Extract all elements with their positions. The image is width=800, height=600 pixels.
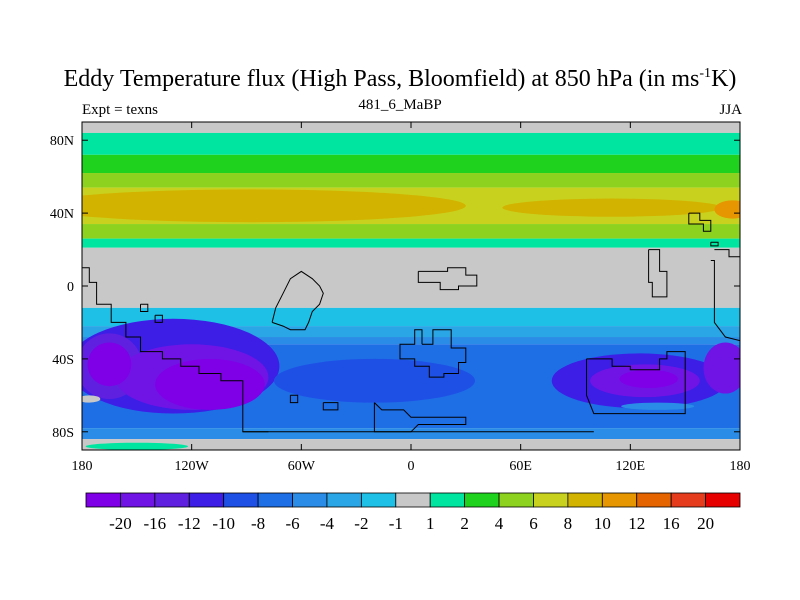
colorbar-swatch-17 <box>670 492 706 508</box>
field-band-5 <box>82 224 740 239</box>
field-band-6 <box>82 238 740 248</box>
y-tick-label: 0 <box>67 280 74 295</box>
field-contour-16 <box>85 442 189 450</box>
x-tick-label: 180 <box>72 459 93 474</box>
colorbar-swatch-13 <box>533 492 569 508</box>
x-tick-label: 0 <box>408 459 415 474</box>
colorbar-label: 1 <box>426 514 435 533</box>
y-tick-label: 80N <box>50 134 74 149</box>
colorbar-swatch-9 <box>395 492 431 508</box>
chart-subtitle: 481_6_MaBP <box>358 97 442 113</box>
x-tick-label: 60E <box>509 459 532 474</box>
colorbar-label: 20 <box>697 514 714 533</box>
coastline-0 <box>82 267 269 433</box>
colorbar-label: 12 <box>628 514 645 533</box>
field-band-3 <box>82 173 740 188</box>
colorbar-swatch-3 <box>188 492 225 508</box>
colorbar-swatch-2 <box>154 492 190 508</box>
colorbar-label: -4 <box>320 514 335 533</box>
field-band-1 <box>82 132 740 155</box>
y-tick-label: 40S <box>52 353 74 368</box>
colorbar-swatch-14 <box>567 492 603 508</box>
coastline-3 <box>271 270 324 331</box>
coastline-15 <box>710 241 719 247</box>
colorbar-label: -20 <box>109 514 132 533</box>
colorbar-swatch-10 <box>429 492 466 508</box>
season-label: JJA <box>719 102 742 118</box>
coastline-8 <box>399 329 467 378</box>
colorbar-label: 8 <box>564 514 573 533</box>
field-contour-14 <box>82 395 101 403</box>
colorbar-label: -10 <box>212 514 235 533</box>
coastline-11 <box>648 249 668 298</box>
coastline-14 <box>688 212 712 232</box>
colorbar-swatch-11 <box>464 492 500 508</box>
x-tick-label: 120E <box>616 459 646 474</box>
field-band-12 <box>82 428 740 440</box>
colorbar-label: -1 <box>389 514 403 533</box>
colorbar-label: -8 <box>251 514 265 533</box>
field-band-2 <box>82 154 740 174</box>
field-contour-15 <box>621 402 695 410</box>
field-contour-1 <box>502 198 722 217</box>
colorbar-swatch-1 <box>120 492 156 508</box>
field-contour-0 <box>82 189 466 223</box>
colorbar-swatch-6 <box>292 492 328 508</box>
chart-title: Eddy Temperature flux (High Pass, Bloomf… <box>63 66 737 92</box>
field-contour-13 <box>273 358 475 403</box>
colorbar-swatch-15 <box>601 492 638 508</box>
coastline-2 <box>154 314 163 323</box>
colorbar-label: -2 <box>354 514 368 533</box>
colorbar-label: -16 <box>144 514 167 533</box>
field-band-8 <box>82 307 740 327</box>
experiment-label: Expt = texns <box>82 102 158 118</box>
x-tick-label: 60W <box>288 459 316 474</box>
colorbar-swatch-12 <box>498 492 534 508</box>
coastline-13 <box>710 260 740 342</box>
colorbar-label: 2 <box>460 514 469 533</box>
colorbar-label: -6 <box>285 514 299 533</box>
colorbar-swatch-0 <box>85 492 121 508</box>
x-tick-label: 180 <box>730 459 751 474</box>
coastline-5 <box>322 402 339 411</box>
coastline-1 <box>140 303 149 312</box>
field-band-7 <box>82 247 740 308</box>
coastline-12 <box>714 249 740 258</box>
field-band-9 <box>82 326 740 338</box>
field-contour-11 <box>619 369 678 389</box>
colorbar-label: 16 <box>663 514 680 533</box>
coastline-4 <box>289 394 299 404</box>
coastline-10 <box>586 351 686 415</box>
colorbar-label: 6 <box>529 514 538 533</box>
y-tick-label: 80S <box>52 426 74 441</box>
coastline-9 <box>417 267 478 291</box>
colorbar-swatch-4 <box>223 492 259 508</box>
colorbar-label: 10 <box>594 514 611 533</box>
x-tick-label: 120W <box>175 459 210 474</box>
field-contour-8 <box>164 362 238 399</box>
colorbar-swatch-18 <box>705 492 741 508</box>
field-band-10 <box>82 337 740 345</box>
field-contour-12 <box>703 342 740 394</box>
colorbar-label: -12 <box>178 514 201 533</box>
colorbar-swatch-5 <box>257 492 293 508</box>
colorbar-swatch-16 <box>636 492 672 508</box>
y-tick-label: 40N <box>50 207 74 222</box>
colorbar-label: 4 <box>495 514 504 533</box>
field-contour-2 <box>714 200 740 219</box>
field-contour-7 <box>87 342 132 387</box>
colorbar-swatch-8 <box>360 492 397 508</box>
colorbar-swatch-7 <box>326 492 362 508</box>
